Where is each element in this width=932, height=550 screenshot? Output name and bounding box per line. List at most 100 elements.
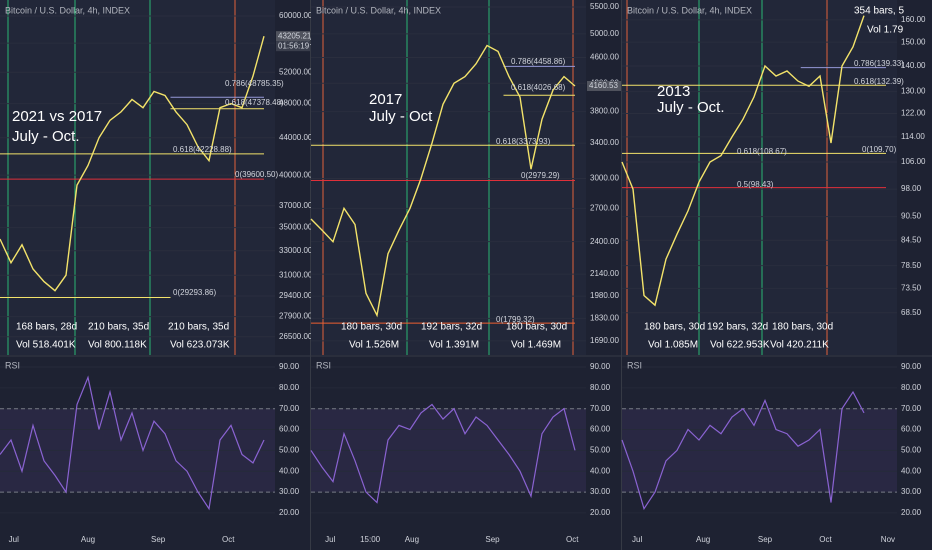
- rsi-pane: [0, 357, 275, 525]
- y-tick-label: 52000.00: [279, 67, 313, 76]
- rsi-tick-label: 80.00: [901, 383, 922, 392]
- x-tick-label: Oct: [819, 535, 832, 544]
- price-line: [310, 44, 576, 318]
- x-tick-label: Jul: [9, 535, 19, 544]
- y-tick-label: 48000.00: [279, 99, 313, 108]
- annotation: 0.618(132.39): [854, 77, 904, 86]
- y-tick-label: 1690.00: [590, 336, 619, 345]
- annotation: Vol 1.526M: [349, 340, 399, 351]
- rsi-tick-label: 40.00: [590, 466, 611, 475]
- annotation: 180 bars, 30d: [772, 322, 833, 333]
- rsi-title: RSI: [316, 360, 331, 370]
- y-tick-label: 140.00: [901, 61, 926, 70]
- rsi-tick-label: 60.00: [901, 425, 922, 434]
- annotation: Vol 420.211K: [770, 340, 829, 351]
- y-tick-label: 5500.00: [590, 2, 619, 11]
- annotation: 192 bars, 32d: [421, 322, 482, 333]
- x-tick-label: Jul: [632, 535, 642, 544]
- annotation: 2013: [657, 83, 690, 100]
- price-tag-label: 4160.53: [589, 81, 618, 90]
- chart-title: Bitcoin / U.S. Dollar, 4h, INDEX: [316, 5, 441, 15]
- annotation: 0.618(4026.68): [511, 83, 566, 92]
- annotation: Vol 622.953K: [710, 340, 770, 351]
- annotation: 0.618(47378.48): [225, 98, 284, 107]
- rsi-tick-label: 30.00: [279, 487, 300, 496]
- y-tick-label: 98.00: [901, 184, 922, 193]
- annotation: 0(29293.86): [173, 288, 216, 297]
- annotation: 0.618(42228.88): [173, 145, 232, 154]
- annotation: 0.786(4458.86): [511, 57, 566, 66]
- annotation: 0.786(48785.35): [225, 79, 284, 88]
- annotation: July - Oct: [369, 108, 433, 125]
- price-line: [0, 36, 265, 292]
- price-tag: [276, 31, 310, 42]
- rsi-tick-label: 90.00: [590, 362, 611, 371]
- annotation: 210 bars, 35d: [168, 322, 229, 333]
- y-tick-label: 84.50: [901, 235, 922, 244]
- x-tick-label: Sep: [758, 535, 773, 544]
- annotation: 2021 vs 2017: [12, 108, 102, 125]
- annotation: 0(1799.32): [496, 315, 535, 324]
- annotation: 192 bars, 32d: [707, 322, 768, 333]
- y-tick-label: 60000.00: [279, 11, 313, 20]
- annotation: 210 bars, 35d: [88, 322, 149, 333]
- rsi-tick-label: 90.00: [279, 362, 300, 371]
- y-tick-label: 33000.00: [279, 246, 313, 255]
- annotation: 180 bars, 30d: [644, 322, 705, 333]
- chart-title: Bitcoin / U.S. Dollar, 4h, INDEX: [627, 5, 752, 15]
- y-tick-label: 2140.00: [590, 269, 619, 278]
- annotation: 354 bars, 5: [854, 6, 904, 17]
- rsi-pane: [622, 357, 897, 525]
- x-tick-label: Nov: [881, 535, 895, 544]
- price-tag-label: 01:56:19: [278, 41, 310, 50]
- annotation: Vol 1.391M: [429, 340, 479, 351]
- rsi-tick-label: 20.00: [590, 508, 611, 517]
- x-tick-label: Sep: [485, 535, 500, 544]
- annotation: July - Oct.: [12, 128, 80, 145]
- rsi-tick-label: 80.00: [590, 383, 611, 392]
- rsi-tick-label: 30.00: [590, 487, 611, 496]
- rsi-title: RSI: [5, 360, 20, 370]
- price-pane: [0, 0, 275, 355]
- y-tick-label: 3400.00: [590, 138, 619, 147]
- annotation: Vol 800.118K: [88, 340, 147, 351]
- annotation: 0(2979.29): [521, 171, 560, 180]
- rsi-tick-label: 60.00: [590, 425, 611, 434]
- y-tick-label: 114.00: [901, 132, 925, 141]
- y-tick-label: 40000.00: [279, 170, 313, 179]
- x-tick-label: Aug: [81, 535, 95, 544]
- y-tick-label: 4600.00: [590, 53, 619, 62]
- y-tick-label: 27900.00: [279, 312, 313, 321]
- y-tick-label: 35000.00: [279, 223, 313, 232]
- rsi-line: [310, 403, 576, 504]
- rsi-tick-label: 20.00: [279, 508, 300, 517]
- y-tick-label: 1830.00: [590, 314, 619, 323]
- x-tick-label: Oct: [222, 535, 235, 544]
- annotation: Vol 623.073K: [170, 340, 230, 351]
- price-tag-label: 43205.21: [278, 31, 312, 40]
- y-tick-label: 1980.00: [590, 291, 619, 300]
- y-tick-label: 3800.00: [590, 107, 619, 116]
- rsi-tick-label: 70.00: [590, 404, 611, 413]
- rsi-tick-label: 50.00: [590, 445, 611, 454]
- annotation: Vol 1.469M: [511, 340, 561, 351]
- rsi-tick-label: 50.00: [901, 445, 922, 454]
- annotation: 0.618(3373.93): [496, 137, 551, 146]
- y-tick-label: 31000.00: [279, 270, 313, 279]
- x-tick-label: Sep: [151, 535, 166, 544]
- y-tick-label: 37000.00: [279, 201, 313, 210]
- annotation: 0(39600.50): [235, 170, 278, 179]
- rsi-tick-label: 50.00: [279, 445, 300, 454]
- rsi-line: [621, 390, 865, 511]
- rsi-tick-label: 40.00: [279, 466, 300, 475]
- annotation: 0(109.70): [862, 145, 897, 154]
- y-tick-label: 78.50: [901, 261, 922, 270]
- x-tick-label: Oct: [566, 535, 579, 544]
- y-tick-label: 90.50: [901, 212, 922, 221]
- rsi-tick-label: 60.00: [279, 425, 300, 434]
- y-tick-label: 150.00: [901, 37, 926, 46]
- rsi-tick-label: 80.00: [279, 383, 300, 392]
- y-tick-label: 106.00: [901, 157, 926, 166]
- annotation: July - Oct.: [657, 99, 725, 116]
